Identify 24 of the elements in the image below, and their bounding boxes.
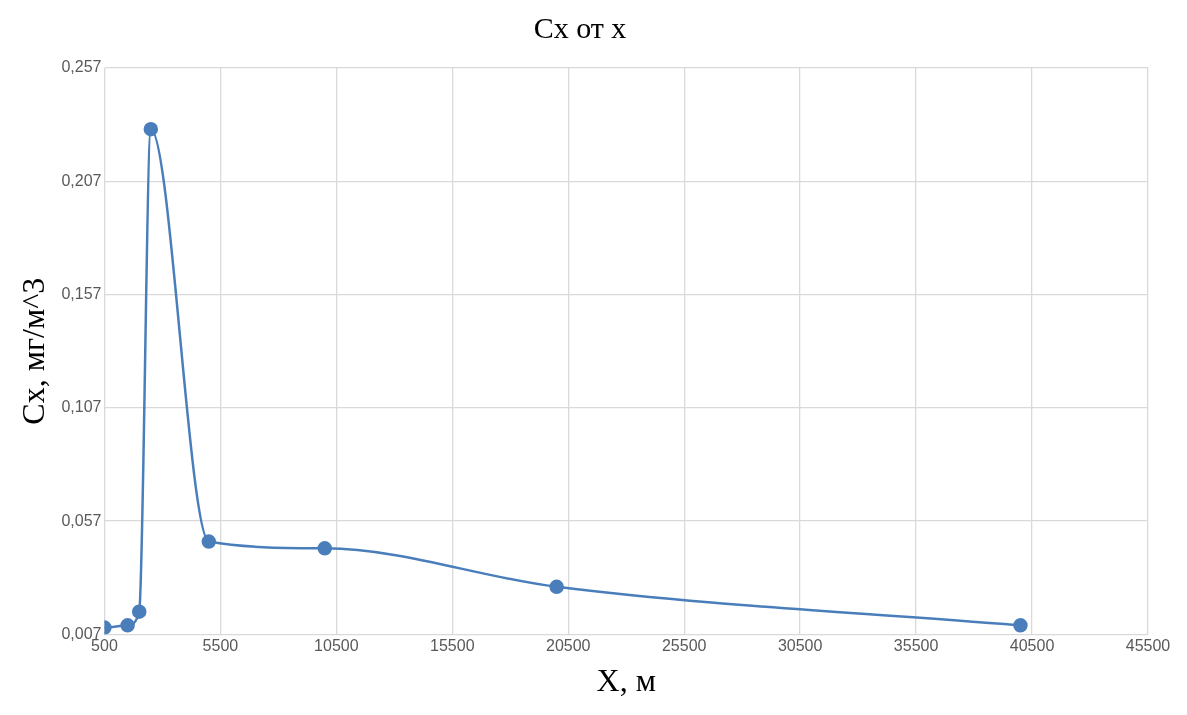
- y-tick-label: 0,257: [61, 58, 102, 76]
- x-tick-label: 35500: [893, 637, 939, 655]
- x-tick-label: 25500: [661, 637, 707, 655]
- point: [317, 541, 332, 556]
- point: [143, 121, 159, 137]
- y-tick-label: 0,057: [61, 511, 102, 529]
- x-axis-title: X, м: [596, 662, 656, 699]
- x-tick-label: 15500: [430, 637, 475, 655]
- x-tick-label: 30500: [777, 637, 823, 655]
- x-tick-label: 20500: [545, 637, 591, 655]
- point: [549, 579, 564, 595]
- x-tick-label: 5500: [202, 637, 239, 655]
- point: [120, 618, 135, 633]
- y-tick-label: 0,207: [61, 171, 102, 189]
- y-axis-title: Cx, мг/м^3: [14, 277, 51, 425]
- y-tick-label: 0,107: [61, 398, 102, 416]
- point: [1013, 618, 1028, 633]
- chart-title: Cx от x: [533, 10, 627, 44]
- point: [201, 534, 217, 549]
- x-tick-label: 10500: [314, 637, 359, 655]
- y-tick-label: 0,157: [61, 284, 102, 302]
- point: [131, 604, 147, 619]
- x-tick-label: 40500: [1009, 637, 1055, 655]
- x-tick-label: 45500: [1125, 637, 1171, 655]
